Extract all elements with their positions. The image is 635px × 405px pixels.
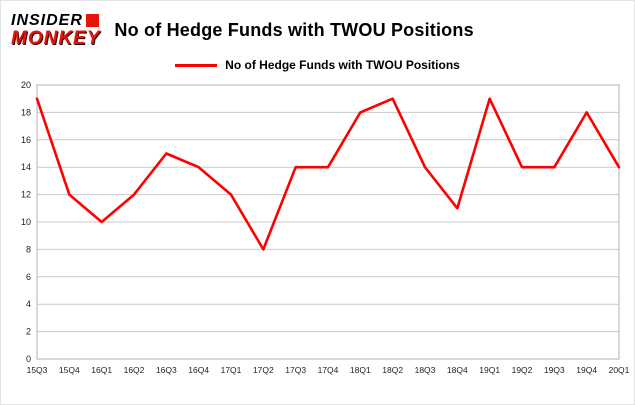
y-tick-label: 6 [26,272,31,282]
header: INSIDER MONKEY No of Hedge Funds with TW… [1,1,634,53]
x-tick-label: 17Q4 [318,365,339,375]
line-chart: 0 2 4 6 8 10 12 14 16 18 20 15Q3 15Q4 16Q1 16Q2 16Q3 16Q… [21,80,630,375]
y-tick-label: 0 [26,354,31,364]
y-tick-label: 12 [21,190,31,200]
x-tick-label: 16Q1 [91,365,112,375]
insider-monkey-logo: INSIDER MONKEY [11,11,101,49]
x-tick-label: 19Q3 [544,365,565,375]
x-tick-label: 19Q4 [576,365,597,375]
x-tick-label: 17Q2 [253,365,274,375]
logo-red-block-icon [85,14,99,27]
x-tick-label: 19Q1 [479,365,500,375]
y-tick-label: 2 [26,327,31,337]
x-tick-label: 18Q1 [350,365,371,375]
x-tick-label: 20Q1 [609,365,630,375]
x-tick-label: 18Q3 [415,365,436,375]
chart-legend: No of Hedge Funds with TWOU Positions [1,55,634,75]
legend-label: No of Hedge Funds with TWOU Positions [225,58,460,72]
x-tick-label: 15Q3 [27,365,48,375]
y-tick-label: 14 [21,162,31,172]
x-tick-label: 15Q4 [59,365,80,375]
y-tick-label: 8 [26,244,31,254]
x-tick-label: 17Q1 [221,365,242,375]
x-tick-label: 19Q2 [512,365,533,375]
x-tick-label: 16Q2 [124,365,145,375]
data-line [35,97,621,251]
y-tick-label: 16 [21,135,31,145]
x-tick-label: 18Q4 [447,365,468,375]
plot-border [36,84,620,360]
y-tick-label: 18 [21,107,31,117]
x-tick-label: 16Q3 [156,365,177,375]
logo-insider-text: INSIDER [11,11,83,29]
logo-monkey-text: MONKEY [11,27,101,49]
y-tick-label: 10 [21,217,31,227]
legend-line-sample-icon [175,63,218,67]
x-tick-label: 17Q3 [285,365,306,375]
y-tick-label: 4 [26,299,31,309]
x-tick-label: 16Q4 [188,365,209,375]
logo-line-1: INSIDER [11,11,100,29]
y-tick-label: 20 [21,80,31,90]
x-tick-label: 18Q2 [382,365,403,375]
page-title: No of Hedge Funds with TWOU Positions [114,19,474,40]
